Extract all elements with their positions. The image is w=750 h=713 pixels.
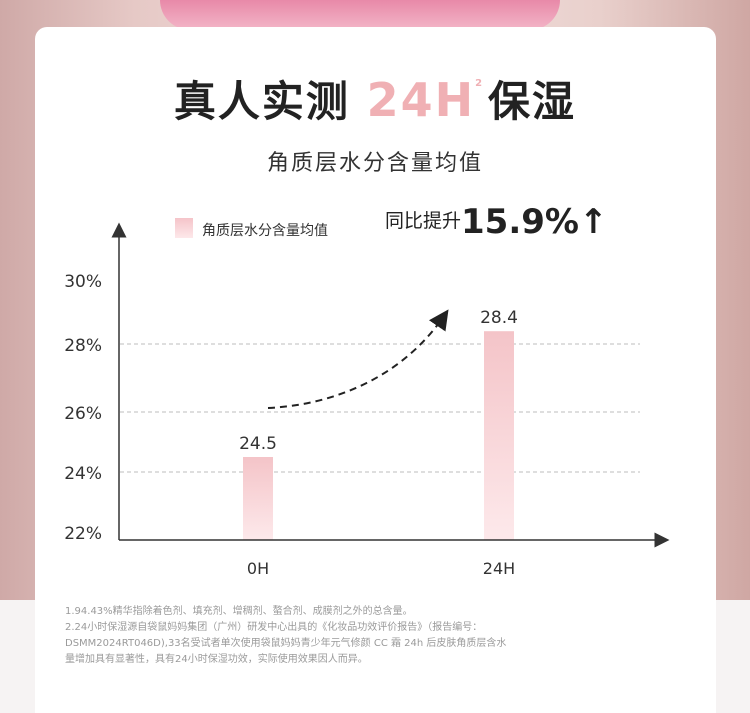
trend-arrow [267, 309, 449, 409]
increase-value: 15.9% [461, 202, 579, 242]
y-tick-label: 30% [64, 272, 102, 292]
legend-swatch [175, 218, 193, 238]
y-tick-label: 22% [64, 524, 102, 544]
page-subtitle: 角质层水分含量均值 [266, 151, 483, 176]
footnote-line: 2.24小时保湿源自袋鼠妈妈集团（广州）研发中心出具的《化妆品功效评价报告》（报… [65, 622, 483, 633]
footnote-line: DSMM2024RT046D),33名受试者单次使用袋鼠妈妈青少年元气修颜 CC… [65, 638, 507, 649]
bar-24h [484, 331, 514, 540]
page-title: 真人实测 24H2保湿 [0, 68, 750, 129]
y-tick-label: 26% [64, 404, 102, 424]
bar-0h [243, 457, 273, 540]
x-tick-label: 24H [483, 559, 515, 578]
y-tick-label: 28% [64, 336, 102, 356]
title-prefix: 真人实测 [173, 77, 350, 126]
x-tick-label: 0H [247, 559, 269, 578]
footnote-line: 1.94.43%精华指除着色剂、填充剂、增稠剂、螯合剂、成膜剂之外的总含量。 [65, 606, 413, 617]
increase-label: 同比提升 [385, 210, 462, 232]
footnote-line: 量增加具有显著性，具有24小时保湿功效，实际使用效果因人而异。 [65, 654, 368, 665]
title-highlight: 24H [366, 73, 476, 127]
data-label: 24.5 [239, 434, 277, 454]
data-label: 28.4 [480, 308, 518, 328]
up-arrow-icon: ↑ [578, 202, 608, 242]
y-tick-label: 24% [64, 464, 102, 484]
title-suffix: 保湿 [488, 77, 577, 126]
legend-label: 角质层水分含量均值 [202, 223, 328, 239]
title-superscript: 2 [475, 78, 485, 89]
increase-callout: 同比提升15.9%↑ [385, 202, 607, 242]
content-card [35, 27, 716, 713]
footnotes: 1.94.43%精华指除着色剂、填充剂、增稠剂、螯合剂、成膜剂之外的总含量。 2… [65, 604, 685, 668]
